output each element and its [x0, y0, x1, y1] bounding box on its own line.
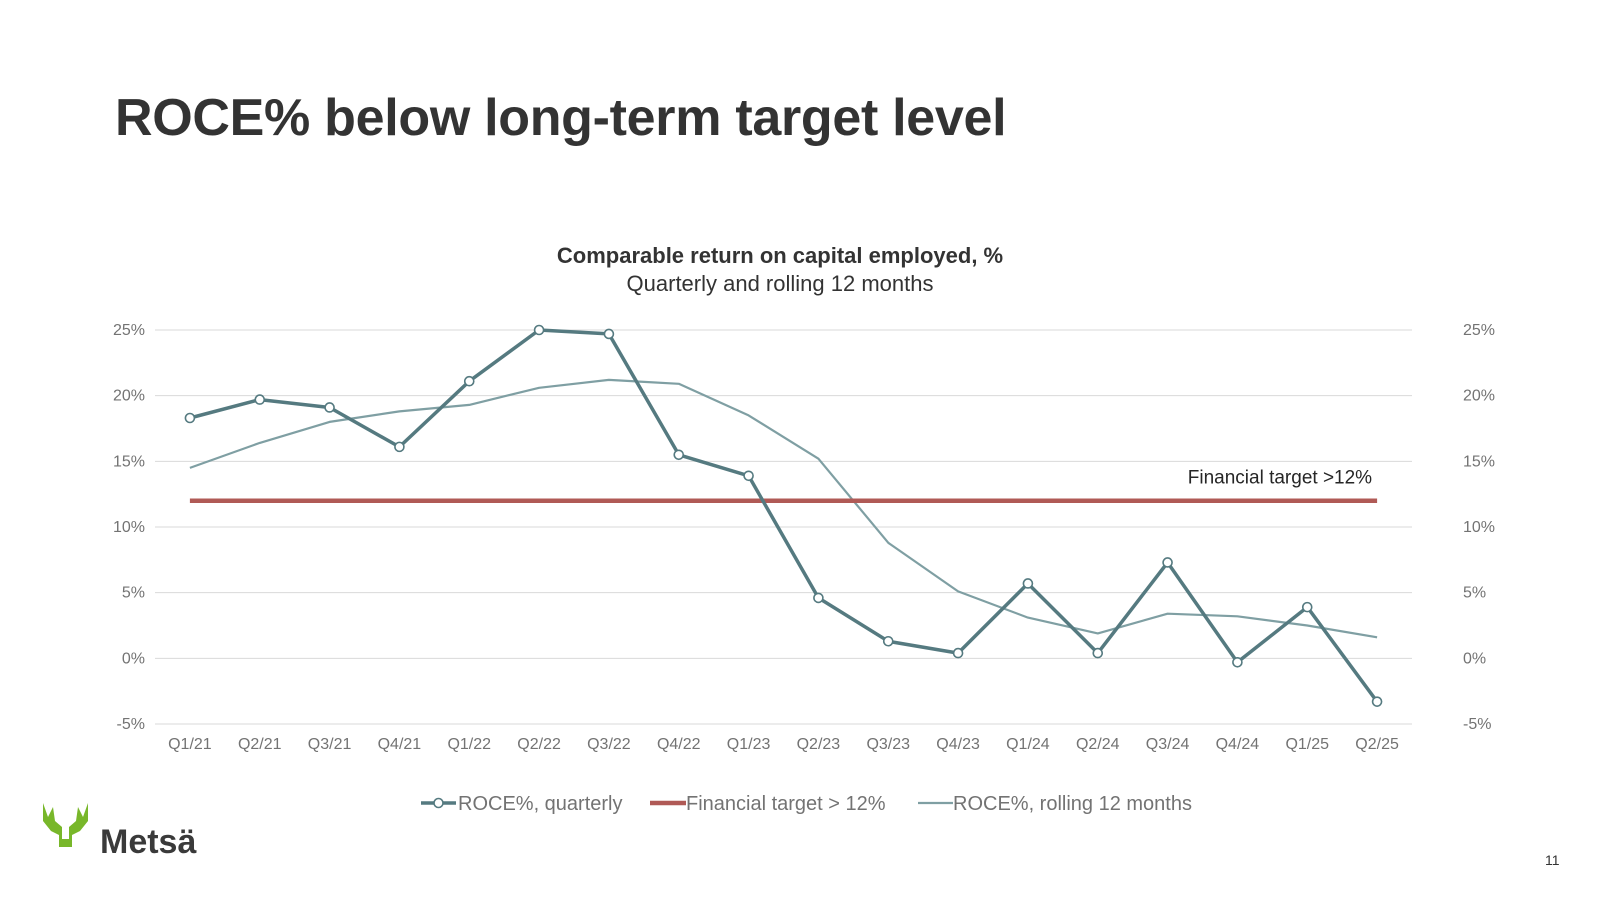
- y-tick-label-right: 5%: [1463, 585, 1486, 602]
- quarterly-point: [463, 375, 475, 387]
- y-tick-label-left: 5%: [122, 585, 145, 602]
- moose-antler-icon: [43, 803, 88, 847]
- quarterly-point: [673, 449, 685, 461]
- quarterly-point: [184, 412, 196, 424]
- x-tick-label: Q3/22: [587, 736, 631, 753]
- y-tick-label-right: 25%: [1463, 322, 1495, 339]
- legend-marker-quarterly: [433, 797, 444, 809]
- quarterly-point: [882, 635, 894, 647]
- quarterly-point: [394, 441, 405, 453]
- quarterly-point: [1092, 647, 1104, 659]
- slide-title: ROCE% below long-term target level: [115, 89, 1007, 147]
- y-tick-label-right: 20%: [1463, 388, 1495, 405]
- series-line-roce-quarterly: [189, 328, 1379, 703]
- x-tick-label: Q2/21: [238, 736, 282, 753]
- quarterly-point: [324, 402, 335, 413]
- x-tick-label: Q2/22: [517, 736, 561, 753]
- y-tick-label-right: 15%: [1463, 453, 1495, 470]
- series-line-rolling-12-months: [189, 378, 1378, 639]
- quarterly-point: [1022, 578, 1034, 589]
- quarterly-point: [952, 647, 964, 659]
- x-tick-label: Q3/24: [1146, 736, 1190, 753]
- chart-subtitle: Quarterly and rolling 12 months: [627, 271, 934, 296]
- page-number: 11: [1545, 852, 1560, 868]
- y-tick-label-right: 10%: [1463, 519, 1495, 536]
- x-tick-label: Q4/22: [657, 736, 701, 753]
- quarterly-point: [533, 324, 545, 336]
- x-tick-label: Q2/24: [1076, 736, 1120, 753]
- y-tick-label-left: 10%: [113, 519, 145, 536]
- x-tick-label: Q1/25: [1285, 736, 1329, 753]
- quarterly-point: [1371, 696, 1383, 707]
- y-tick-label-right: 0%: [1463, 650, 1486, 667]
- y-tick-label-right: -5%: [1463, 716, 1491, 733]
- quarterly-point: [1232, 656, 1243, 668]
- quarterly-point: [1301, 601, 1313, 613]
- quarterly-point: [254, 394, 266, 405]
- x-tick-label: Q4/24: [1216, 736, 1260, 753]
- y-tick-label-left: 15%: [113, 453, 145, 470]
- logo-text: Metsä: [100, 823, 196, 861]
- x-tick-label: Q4/23: [936, 736, 980, 753]
- x-tick-label: Q1/23: [727, 736, 771, 753]
- x-tick-label: Q3/23: [866, 736, 910, 753]
- x-tick-label: Q1/21: [168, 736, 212, 753]
- legend-label-target: Financial target > 12%: [686, 793, 886, 815]
- y-tick-label-left: 25%: [113, 322, 145, 339]
- quarterly-point: [743, 470, 754, 482]
- metsa-logo: Metsä: [40, 803, 220, 865]
- target-annotation: Financial target >12%: [1188, 468, 1372, 489]
- legend-label-quarterly: ROCE%, quarterly: [458, 793, 623, 815]
- x-tick-label: Q1/24: [1006, 736, 1050, 753]
- y-tick-label-left: 0%: [122, 650, 145, 667]
- x-tick-label: Q2/23: [797, 736, 841, 753]
- chart-title: Comparable return on capital employed, %: [557, 243, 1003, 268]
- x-tick-label: Q1/22: [447, 736, 491, 753]
- x-tick-label: Q3/21: [308, 736, 352, 753]
- y-tick-label-left: 20%: [113, 388, 145, 405]
- quarterly-point: [603, 328, 615, 340]
- legend-label-rolling: ROCE%, rolling 12 months: [953, 793, 1192, 815]
- x-tick-label: Q2/25: [1355, 736, 1399, 753]
- y-tick-label-left: -5%: [117, 716, 145, 733]
- x-tick-label: Q4/21: [378, 736, 422, 753]
- quarterly-point: [1162, 557, 1173, 568]
- quarterly-point: [813, 592, 824, 604]
